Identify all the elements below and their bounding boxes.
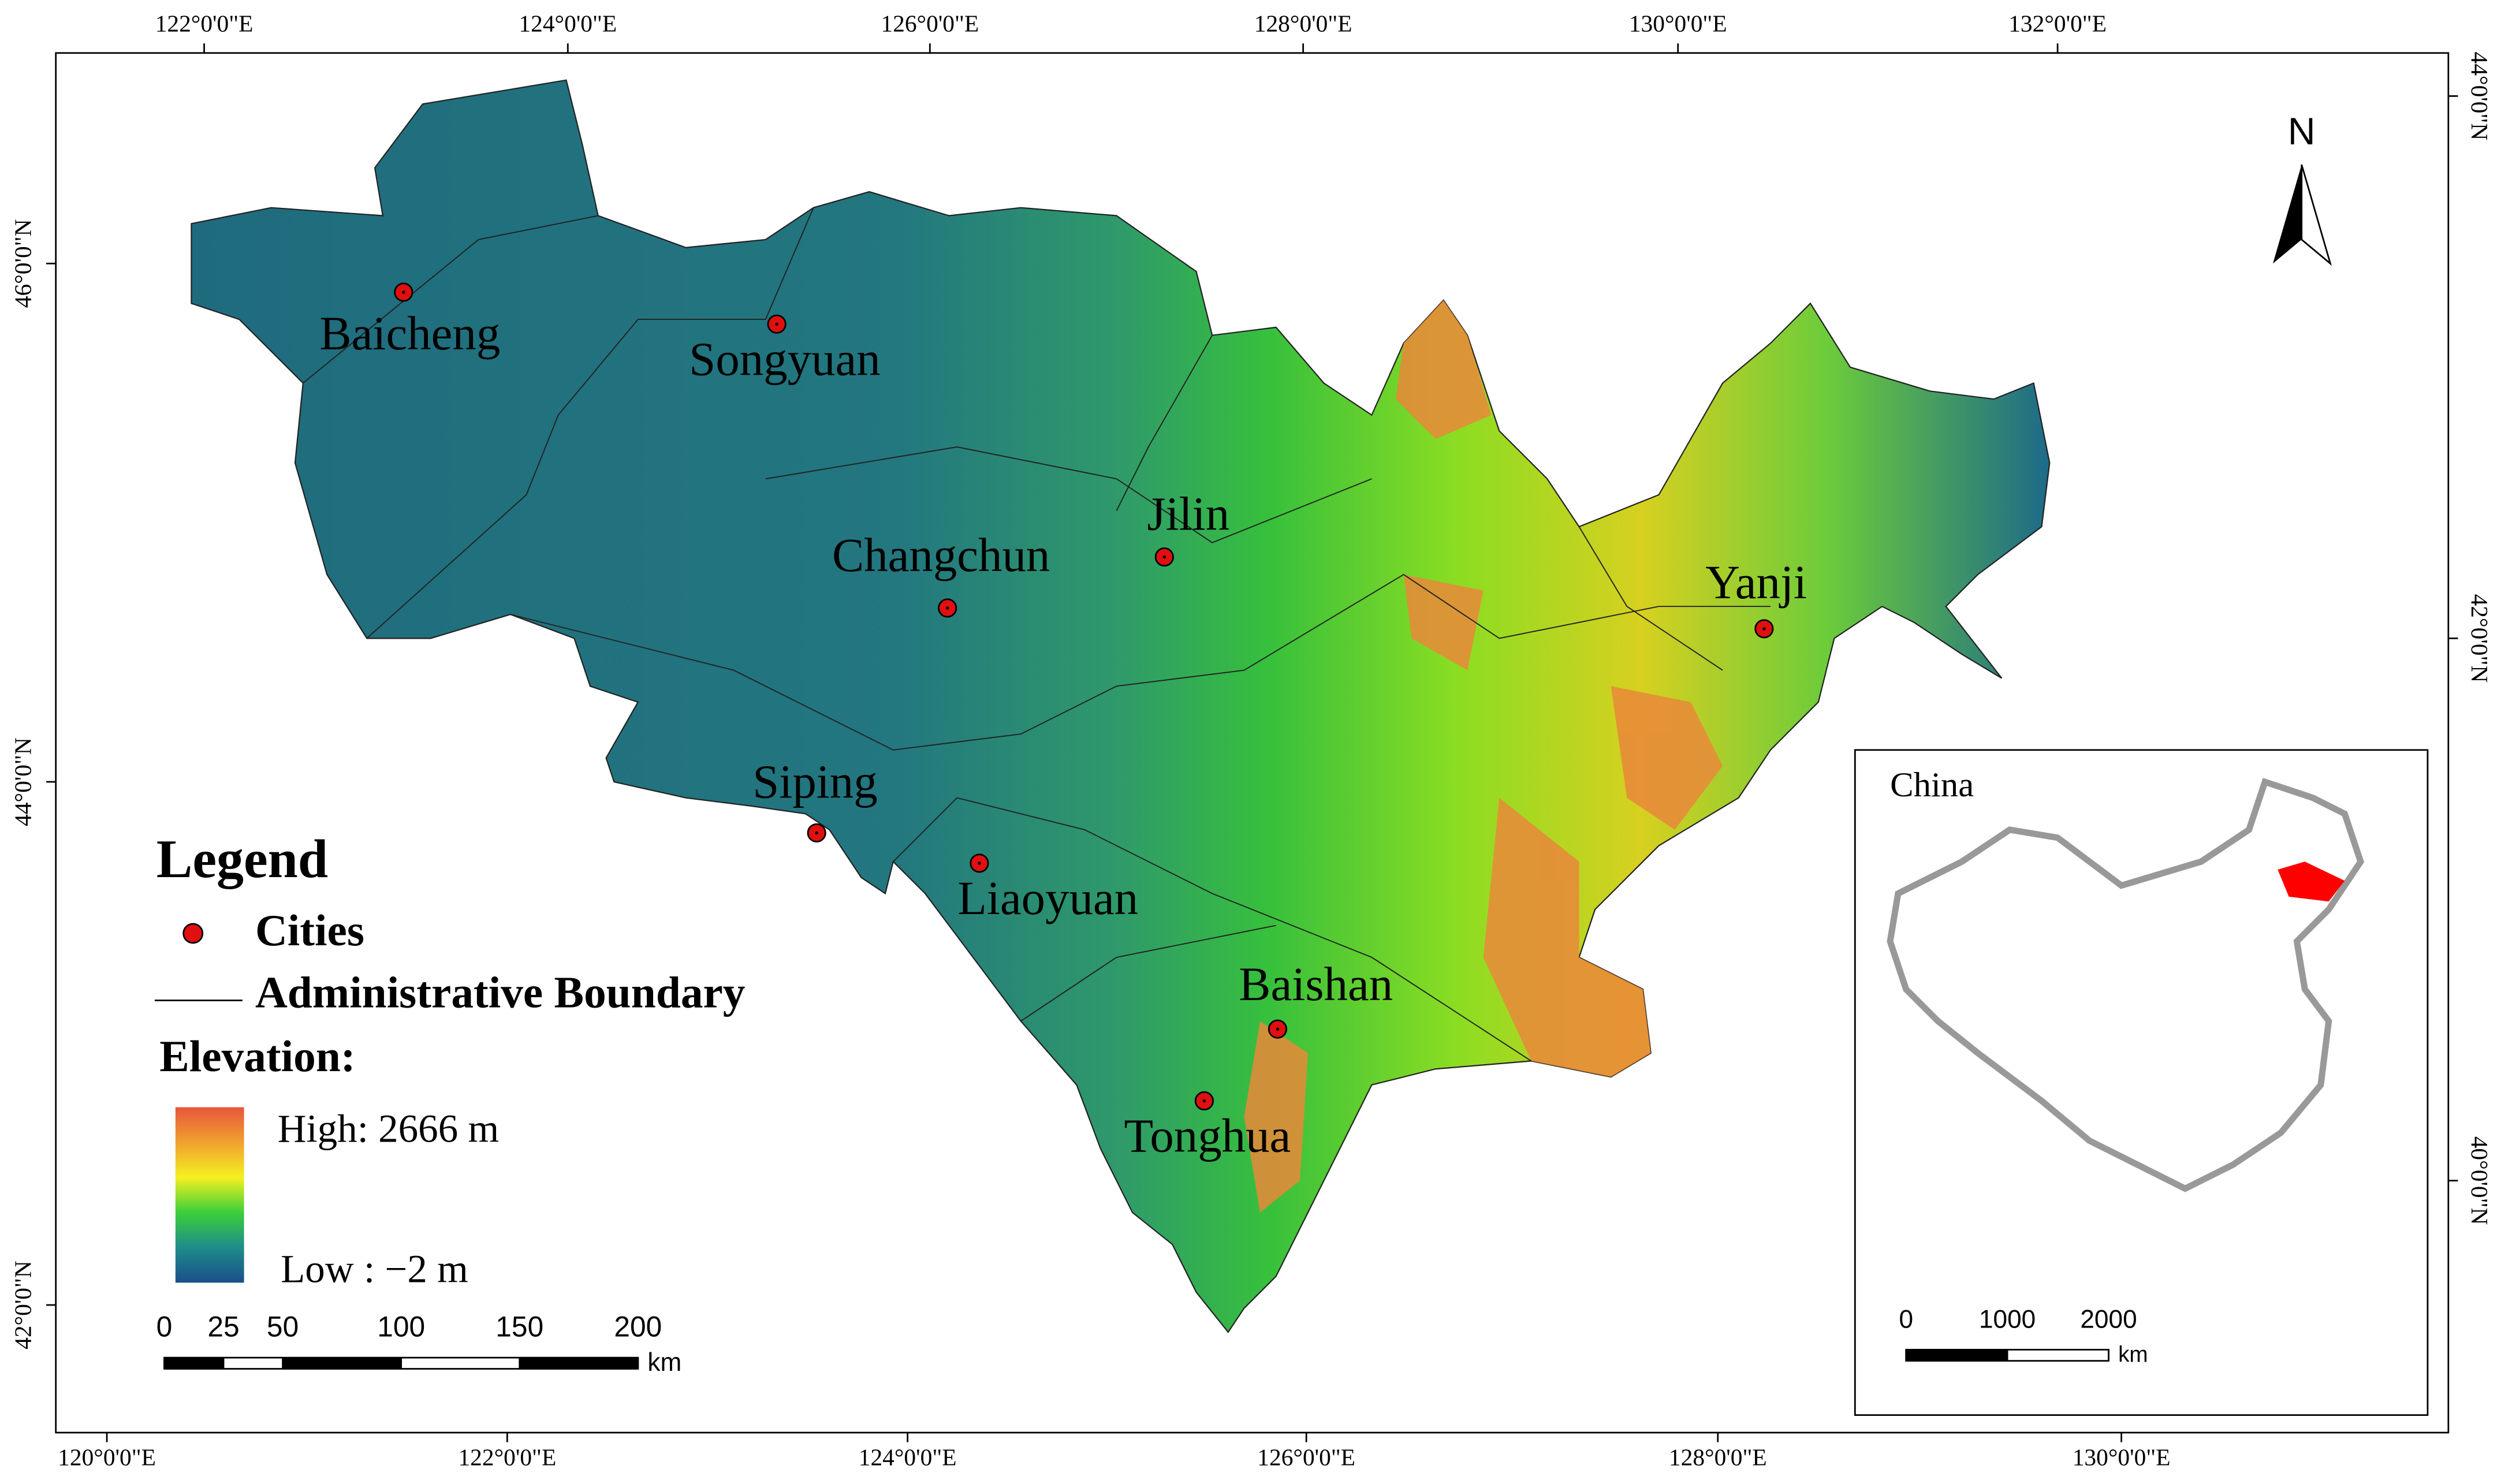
elevation-ramp	[175, 1107, 244, 1283]
city-label: Songyuan	[689, 332, 880, 385]
left-axis-label: 42°0'0"N	[10, 1261, 36, 1349]
city-dot	[945, 606, 949, 610]
bottom-axis-label: 120°0'0"E	[58, 1444, 156, 1470]
right-axis-label: 40°0'0"N	[2466, 1136, 2493, 1225]
right-axis-label: 44°0'0"N	[2466, 51, 2493, 140]
north-arrow	[2273, 164, 2332, 266]
scale-label: 25	[207, 1311, 239, 1343]
top-axis-label: 122°0'0"E	[155, 10, 254, 36]
right-axis-label: 42°0'0"N	[2466, 594, 2493, 683]
inset-title: China	[1890, 766, 1974, 804]
china-outline	[1887, 778, 2365, 1192]
top-axis-label: 126°0'0"E	[881, 10, 979, 36]
top-axis-label: 128°0'0"E	[1254, 10, 1352, 36]
city-dot	[978, 862, 981, 865]
top-axis-label: 124°0'0"E	[519, 10, 617, 36]
city-dot	[402, 290, 405, 294]
city-dot	[1202, 1099, 1206, 1103]
jilin-highlight	[2278, 862, 2345, 902]
city-symbol	[182, 923, 204, 944]
legend-elevation: Elevation:	[159, 1031, 355, 1081]
city-dot	[775, 322, 778, 326]
legend-high: High: 2666 m	[278, 1106, 500, 1151]
scale-label: 200	[614, 1311, 662, 1343]
bottom-axis-label: 122°0'0"E	[458, 1444, 556, 1470]
city-dot	[815, 831, 818, 835]
city-label: Baishan	[1239, 957, 1393, 1011]
scale-label: 150	[495, 1311, 543, 1343]
scale-bar-segment	[282, 1358, 401, 1369]
city-label: Baicheng	[319, 307, 500, 360]
top-axis-label: 130°0'0"E	[1629, 10, 1727, 36]
scale-label: 1000	[1979, 1305, 2036, 1333]
city-dot	[1162, 555, 1166, 559]
map-frame	[55, 52, 2450, 1434]
city-label: Jilin	[1147, 487, 1229, 540]
scale-unit: km	[2118, 1343, 2148, 1367]
scale-bar-segment	[1906, 1349, 2008, 1361]
scale-bar-segment	[164, 1358, 224, 1369]
scale-label: 0	[156, 1311, 173, 1343]
city-label: Tonghua	[1124, 1109, 1291, 1162]
bottom-axis-label: 126°0'0"E	[1257, 1444, 1355, 1470]
bottom-axis-label: 130°0'0"E	[2073, 1444, 2171, 1470]
city-dot	[1276, 1027, 1280, 1031]
scale-bar-segment	[519, 1358, 638, 1369]
legend-cities: Cities	[255, 905, 364, 955]
city-label: Siping	[752, 755, 877, 808]
north-label: N	[2288, 110, 2316, 153]
scale-label: 100	[377, 1311, 425, 1343]
scale-label: 2000	[2080, 1305, 2137, 1333]
top-axis-label: 132°0'0"E	[2008, 10, 2107, 36]
scale-unit: km	[647, 1348, 681, 1377]
legend-boundary: Administrative Boundary	[255, 968, 746, 1017]
city-label: Yanji	[1705, 555, 1807, 609]
legend-low: Low : −2 m	[281, 1247, 468, 1291]
city-label: Changchun	[832, 528, 1050, 581]
left-axis-label: 46°0'0"N	[10, 219, 36, 308]
scale-label: 50	[267, 1311, 299, 1343]
admin-boundaries	[303, 207, 1771, 1062]
legend-title: Legend	[156, 829, 328, 889]
city-dot	[1762, 627, 1766, 631]
scale-label: 0	[1899, 1305, 1913, 1333]
left-axis-label: 44°0'0"N	[10, 737, 36, 826]
bottom-axis-label: 128°0'0"E	[1669, 1444, 1767, 1470]
city-label: Liaoyuan	[957, 871, 1138, 924]
bottom-axis-label: 124°0'0"E	[859, 1444, 957, 1470]
highland	[1244, 300, 1723, 1213]
